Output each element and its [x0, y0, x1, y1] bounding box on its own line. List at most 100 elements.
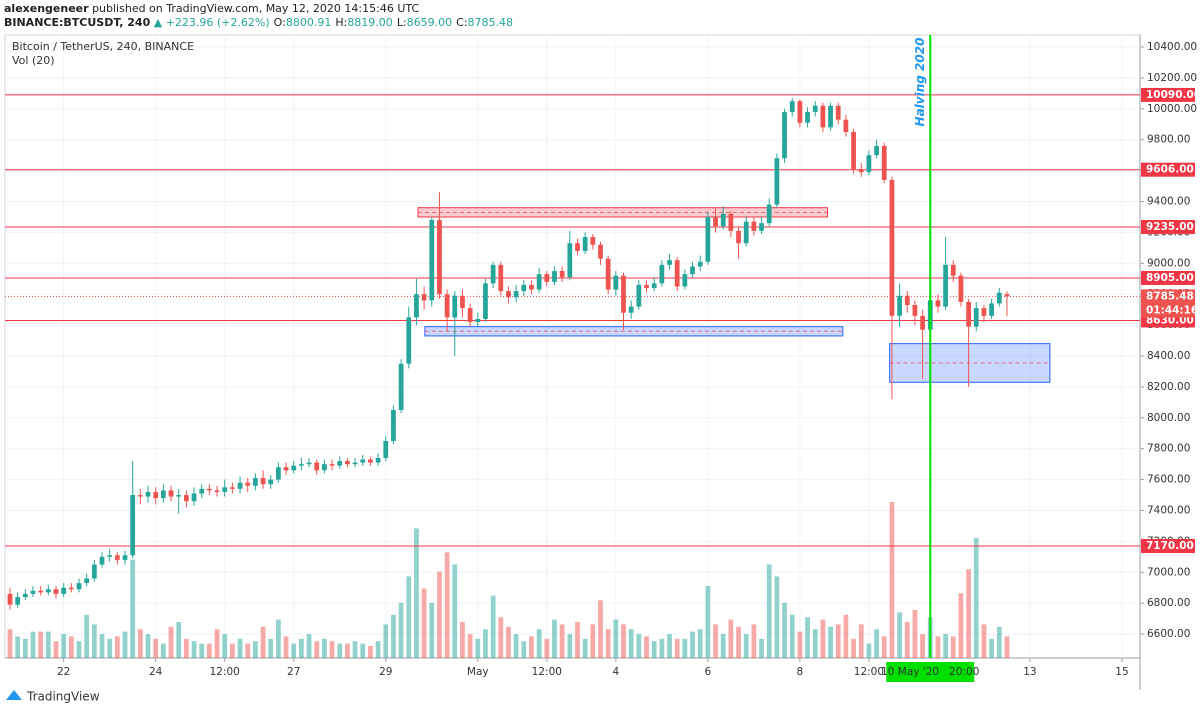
volume-bar — [774, 576, 780, 658]
brand: TradingView — [26, 690, 100, 704]
logo: TradingView — [6, 690, 100, 704]
volume-bar — [828, 626, 833, 658]
volume-bar — [291, 643, 297, 658]
volume-bar — [713, 624, 718, 658]
x-tick-label: 29 — [379, 666, 392, 678]
candle-body — [828, 105, 833, 128]
candle-body — [690, 266, 695, 275]
x-tick-label: 8 — [797, 666, 804, 678]
header: alexengeneer published on TradingView.co… — [4, 2, 513, 30]
volume-bar — [38, 631, 44, 658]
volume-bar — [590, 624, 596, 658]
candle-body — [168, 490, 174, 497]
volume-bar — [122, 631, 128, 658]
volume-bar — [222, 634, 228, 658]
volume-bar — [950, 636, 956, 658]
level-label: 8630.00 — [1146, 314, 1194, 326]
candle-body — [206, 488, 212, 491]
candle-body — [291, 465, 297, 471]
x-tick-label: 24 — [149, 666, 163, 678]
field-key: L: — [396, 16, 407, 29]
candle-body — [874, 145, 879, 156]
candle-body — [628, 306, 634, 313]
candle-body — [567, 243, 573, 278]
level-label-bg — [1141, 87, 1195, 102]
volume-bar — [306, 634, 312, 658]
volume-bar — [935, 636, 941, 658]
candle-body — [659, 264, 665, 284]
candle-body — [820, 105, 826, 128]
x-tick-label: 12:00 — [210, 666, 240, 678]
y-tick-label: 7800.00 — [1147, 443, 1190, 455]
volume-bar — [183, 638, 189, 658]
y-tick-label: 9000.00 — [1147, 257, 1190, 269]
candle-body — [920, 315, 925, 330]
candle-body — [76, 583, 82, 590]
x-tick-label: 15 — [1115, 666, 1128, 678]
volume-bar — [421, 588, 427, 658]
candle-body — [467, 308, 473, 323]
candle-body — [667, 260, 672, 265]
y-tick-label: 10200.00 — [1147, 72, 1197, 84]
volume-bar — [996, 626, 1002, 658]
candle-body — [260, 478, 266, 485]
volume-bar — [506, 626, 511, 658]
volume-bar — [199, 643, 205, 658]
candle-body — [322, 464, 327, 471]
level-label: 9235.00 — [1146, 221, 1194, 233]
candle-body — [736, 230, 741, 244]
candle-body — [751, 221, 757, 231]
volume-bar — [613, 619, 619, 658]
volume-bar — [605, 629, 611, 658]
candle-body — [444, 294, 450, 318]
candle-body — [766, 204, 772, 224]
candle-body — [414, 294, 419, 318]
candle-body — [160, 490, 166, 499]
volume-bar — [375, 641, 381, 658]
volume-bar — [237, 638, 243, 658]
volume-bar — [521, 641, 527, 658]
volume-bar — [559, 624, 565, 658]
candle-body — [858, 169, 864, 173]
candle-body — [889, 179, 895, 316]
candle-body — [153, 491, 159, 499]
candle-body — [91, 564, 97, 579]
candle-body — [107, 555, 113, 557]
candle-body — [782, 111, 787, 159]
publisher: alexengeneer — [4, 2, 89, 15]
level-label: 10090.00 — [1146, 89, 1200, 101]
volume-bar — [460, 622, 465, 658]
candle-body — [950, 264, 956, 276]
candle-body — [521, 284, 527, 292]
level-label-bg — [1141, 270, 1195, 285]
y-tick-label: 8400.00 — [1147, 350, 1190, 362]
volume-bar — [191, 641, 197, 658]
volume-bar — [22, 638, 28, 658]
field-value: 8785.48 — [467, 16, 514, 29]
volume-bar — [843, 614, 849, 658]
candle-body — [644, 284, 649, 289]
volume-bar — [743, 634, 749, 658]
candle-body — [191, 493, 197, 502]
candle-body — [651, 283, 657, 289]
candle-body — [513, 291, 519, 298]
volume-bar — [130, 559, 136, 658]
y-tick-label: 6800.00 — [1147, 597, 1190, 609]
candle-body — [114, 555, 120, 560]
last-price-label: 8785.48 — [1146, 290, 1194, 302]
candle-body — [68, 587, 74, 590]
volume-bar — [805, 617, 810, 658]
x-tick-label: May — [467, 666, 489, 678]
candle-body — [452, 295, 458, 318]
volume-bar — [690, 631, 695, 658]
level-label: 8905.00 — [1146, 272, 1194, 284]
volume-bar — [168, 626, 174, 658]
candle-body — [122, 555, 128, 560]
candle-body — [199, 488, 205, 494]
candle-body — [682, 274, 688, 287]
volume-bar — [345, 643, 350, 658]
volume-bar — [912, 610, 918, 658]
volume-bar — [920, 634, 925, 658]
